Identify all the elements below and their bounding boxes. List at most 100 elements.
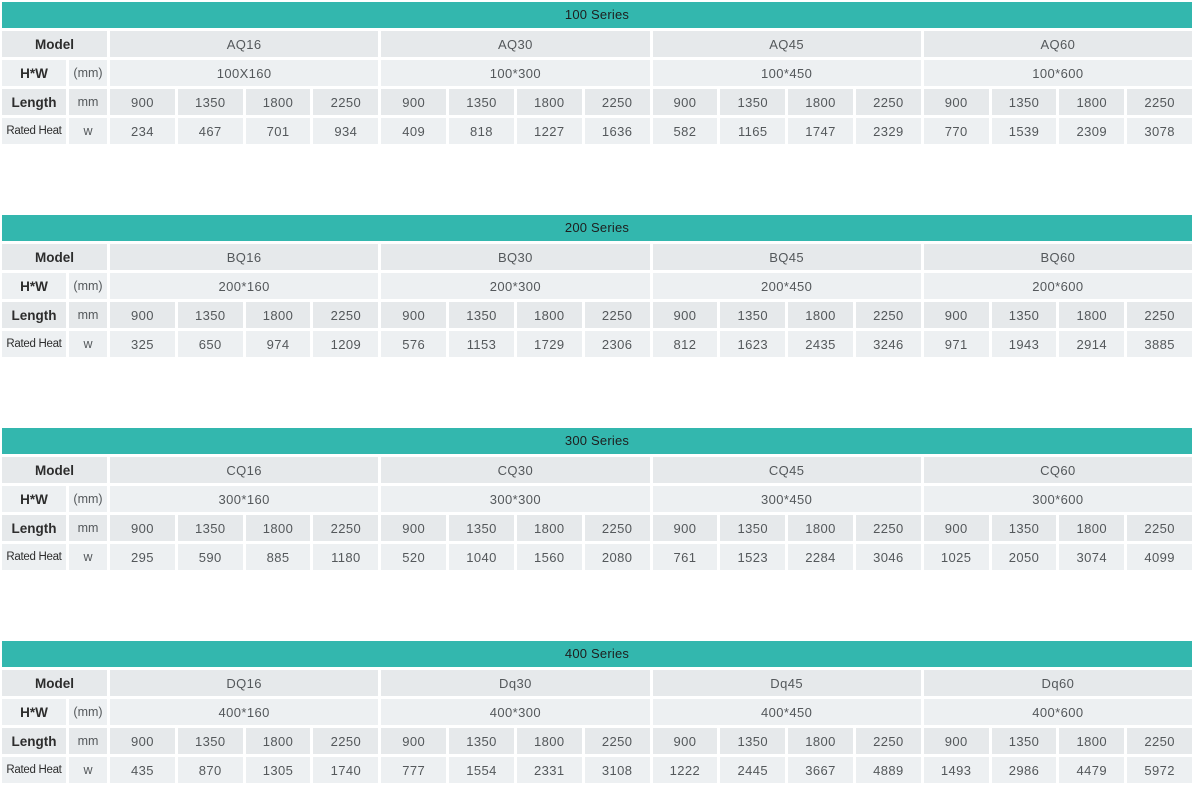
model-name: CQ45 <box>652 457 921 483</box>
series-title: 300 Series <box>2 428 1192 454</box>
rated-heat-value: 3246 <box>855 331 921 357</box>
rated-heat-value: 1740 <box>313 757 379 783</box>
model-name: BQ16 <box>110 244 379 270</box>
rated-heat-value: 234 <box>110 118 175 144</box>
row-unit-rated-heat: w <box>69 118 107 144</box>
rated-heat-value: 1305 <box>245 757 311 783</box>
length-value: 1350 <box>720 89 786 115</box>
row-label-model: Model <box>2 670 107 696</box>
rated-heat-value: 934 <box>313 118 379 144</box>
row-label-rated-heat: Rated Heat <box>2 544 66 570</box>
series-title: 400 Series <box>2 641 1192 667</box>
model-name: CQ60 <box>923 457 1192 483</box>
row-unit-length: mm <box>69 302 107 328</box>
length-value: 1800 <box>245 728 311 754</box>
rated-heat-value: 1943 <box>991 331 1057 357</box>
row-unit-hw: (mm) <box>69 699 107 725</box>
series-table-300: 300 Series Model CQ16 CQ30 CQ45 CQ60 H*W (mm) 30… <box>2 428 1192 570</box>
model-name: Dq30 <box>381 670 650 696</box>
length-value: 1350 <box>177 515 243 541</box>
dimension-value: 200*160 <box>110 273 379 299</box>
row-unit-length: mm <box>69 89 107 115</box>
rated-heat-value: 1165 <box>720 118 786 144</box>
rated-heat-value: 1153 <box>449 331 514 357</box>
length-value: 1800 <box>516 89 582 115</box>
length-value: 2250 <box>1127 728 1192 754</box>
series-grid: Model DQ16 Dq30 Dq45 Dq60 H*W (mm) 400*160 400*3… <box>2 670 1192 783</box>
length-value: 900 <box>381 89 447 115</box>
rated-heat-value: 770 <box>923 118 989 144</box>
rated-heat-value: 582 <box>652 118 718 144</box>
length-value: 1350 <box>449 515 514 541</box>
dimension-value: 100*300 <box>381 60 650 86</box>
length-value: 2250 <box>313 302 379 328</box>
length-value: 1350 <box>720 515 786 541</box>
length-value: 1350 <box>991 302 1057 328</box>
length-value: 900 <box>923 515 989 541</box>
rated-heat-value: 1180 <box>313 544 379 570</box>
row-unit-hw: (mm) <box>69 60 107 86</box>
length-value: 1350 <box>720 728 786 754</box>
length-value: 1350 <box>449 302 514 328</box>
series-table-200: 200 Series Model BQ16 BQ30 BQ45 BQ60 H*W (mm) 20… <box>2 215 1192 357</box>
length-value: 2250 <box>313 89 379 115</box>
length-value: 1350 <box>177 89 243 115</box>
length-value: 1800 <box>245 89 311 115</box>
rated-heat-value: 2306 <box>584 331 650 357</box>
rated-heat-value: 777 <box>381 757 447 783</box>
length-value: 2250 <box>1127 302 1192 328</box>
rated-heat-value: 1560 <box>516 544 582 570</box>
rated-heat-value: 2445 <box>720 757 786 783</box>
rated-heat-value: 2914 <box>1059 331 1125 357</box>
length-value: 2250 <box>855 302 921 328</box>
rated-heat-value: 2309 <box>1059 118 1125 144</box>
length-value: 1800 <box>1059 515 1125 541</box>
row-unit-rated-heat: w <box>69 544 107 570</box>
length-value: 900 <box>110 89 175 115</box>
rated-heat-value: 1539 <box>991 118 1057 144</box>
length-value: 900 <box>110 515 175 541</box>
length-value: 2250 <box>855 89 921 115</box>
rated-heat-value: 3108 <box>584 757 650 783</box>
rated-heat-value: 1554 <box>449 757 514 783</box>
row-label-hw: H*W <box>2 486 66 512</box>
dimension-value: 400*600 <box>923 699 1192 725</box>
row-unit-rated-heat: w <box>69 757 107 783</box>
model-name: Dq60 <box>923 670 1192 696</box>
length-value: 1800 <box>516 515 582 541</box>
rated-heat-value: 974 <box>245 331 311 357</box>
length-value: 900 <box>110 728 175 754</box>
length-value: 1800 <box>1059 302 1125 328</box>
length-value: 2250 <box>1127 515 1192 541</box>
length-value: 900 <box>652 89 718 115</box>
length-value: 1800 <box>245 302 311 328</box>
row-unit-length: mm <box>69 728 107 754</box>
length-value: 1800 <box>788 302 853 328</box>
rated-heat-value: 2329 <box>855 118 921 144</box>
series-table-100: 100 Series Model AQ16 AQ30 AQ45 AQ60 H*W (mm) 10… <box>2 2 1192 144</box>
dimension-value: 100*450 <box>652 60 921 86</box>
rated-heat-value: 885 <box>245 544 311 570</box>
rated-heat-value: 1729 <box>516 331 582 357</box>
rated-heat-value: 818 <box>449 118 514 144</box>
row-label-rated-heat: Rated Heat <box>2 331 66 357</box>
rated-heat-value: 1747 <box>788 118 853 144</box>
length-value: 1800 <box>1059 728 1125 754</box>
model-name: AQ45 <box>652 31 921 57</box>
row-label-model: Model <box>2 457 107 483</box>
length-value: 1350 <box>449 728 514 754</box>
row-label-length: Length <box>2 515 66 541</box>
length-value: 2250 <box>584 302 650 328</box>
series-grid: Model BQ16 BQ30 BQ45 BQ60 H*W (mm) 200*160 200*3… <box>2 244 1192 357</box>
rated-heat-value: 4479 <box>1059 757 1125 783</box>
length-value: 2250 <box>584 89 650 115</box>
model-name: AQ16 <box>110 31 379 57</box>
dimension-value: 200*450 <box>652 273 921 299</box>
row-label-model: Model <box>2 31 107 57</box>
rated-heat-value: 3078 <box>1127 118 1192 144</box>
row-label-length: Length <box>2 302 66 328</box>
rated-heat-value: 1523 <box>720 544 786 570</box>
series-table-400: 400 Series Model DQ16 Dq30 Dq45 Dq60 H*W (mm) 40… <box>2 641 1192 783</box>
rated-heat-value: 2331 <box>516 757 582 783</box>
length-value: 900 <box>652 728 718 754</box>
